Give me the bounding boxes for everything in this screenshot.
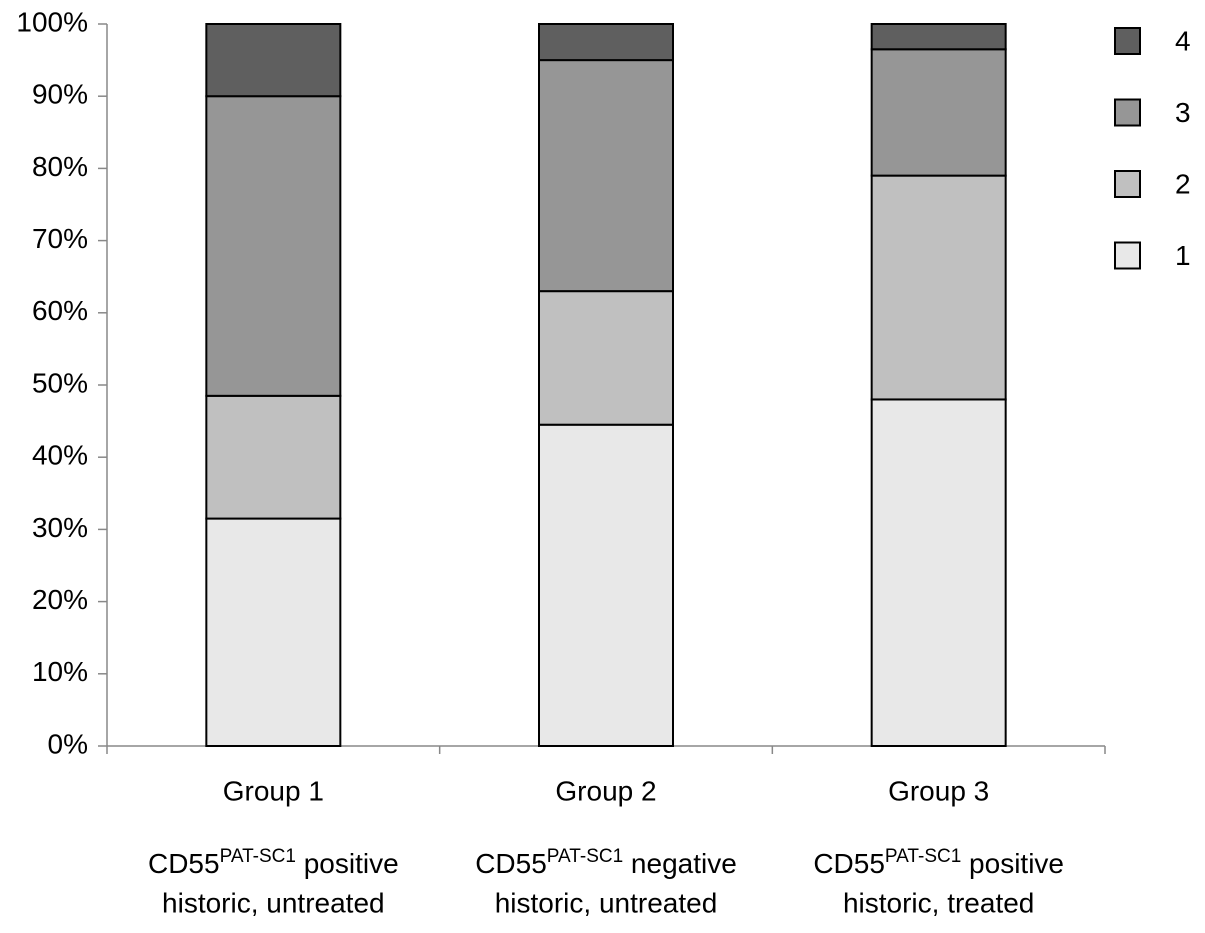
note-text: CD55 [148, 848, 220, 879]
y-tick-label: 40% [32, 440, 88, 471]
note-text: negative [623, 848, 737, 879]
bar-segment [538, 59, 674, 293]
bar-segment [538, 290, 674, 426]
category-note: historic, untreated [162, 887, 385, 918]
bar-segment [205, 517, 342, 747]
y-tick-label: 30% [32, 512, 88, 543]
note-superscript: PAT-SC1 [547, 846, 623, 867]
category-note: historic, untreated [495, 887, 718, 918]
note-text: CD55 [813, 848, 885, 879]
y-tick-label: 20% [32, 584, 88, 615]
y-tick-label: 50% [32, 367, 88, 398]
bar-segment [870, 23, 1007, 51]
y-tick-label: 100% [16, 6, 88, 37]
y-tick-label: 60% [32, 295, 88, 326]
legend-label: 1 [1175, 240, 1191, 271]
x-tick-label: Group 2 [555, 775, 656, 806]
note-text: positive [961, 848, 1064, 879]
x-tick-label: Group 1 [223, 775, 324, 806]
legend-swatch [1114, 170, 1141, 198]
y-tick-label: 10% [32, 656, 88, 687]
category-note: CD55PAT-SC1 positive [813, 846, 1064, 879]
y-tick-label: 90% [32, 79, 88, 110]
bar-segment [870, 48, 1007, 177]
legend-label: 4 [1175, 25, 1191, 56]
bar-segment [538, 423, 674, 747]
bar-segment [205, 23, 342, 98]
bar-segment [205, 394, 342, 520]
legend-swatch [1114, 98, 1141, 127]
category-note: CD55PAT-SC1 negative [475, 846, 737, 879]
legend-label: 2 [1175, 168, 1191, 199]
y-tick-label: 80% [32, 151, 88, 182]
bar-segment [538, 23, 674, 62]
note-text: positive [296, 848, 399, 879]
note-text: CD55 [475, 848, 547, 879]
category-note: CD55PAT-SC1 positive [148, 846, 399, 879]
note-superscript: PAT-SC1 [220, 846, 296, 867]
y-tick-label: 0% [48, 728, 88, 759]
y-tick-label: 70% [32, 223, 88, 254]
bar-segment [870, 174, 1007, 401]
bar-segment [205, 95, 342, 397]
legend-label: 3 [1175, 97, 1191, 128]
note-superscript: PAT-SC1 [885, 846, 961, 867]
category-note: historic, treated [843, 887, 1034, 918]
bar-segment [870, 398, 1007, 747]
x-tick-label: Group 3 [888, 775, 989, 806]
legend-swatch [1114, 241, 1141, 270]
legend-swatch [1114, 27, 1141, 55]
